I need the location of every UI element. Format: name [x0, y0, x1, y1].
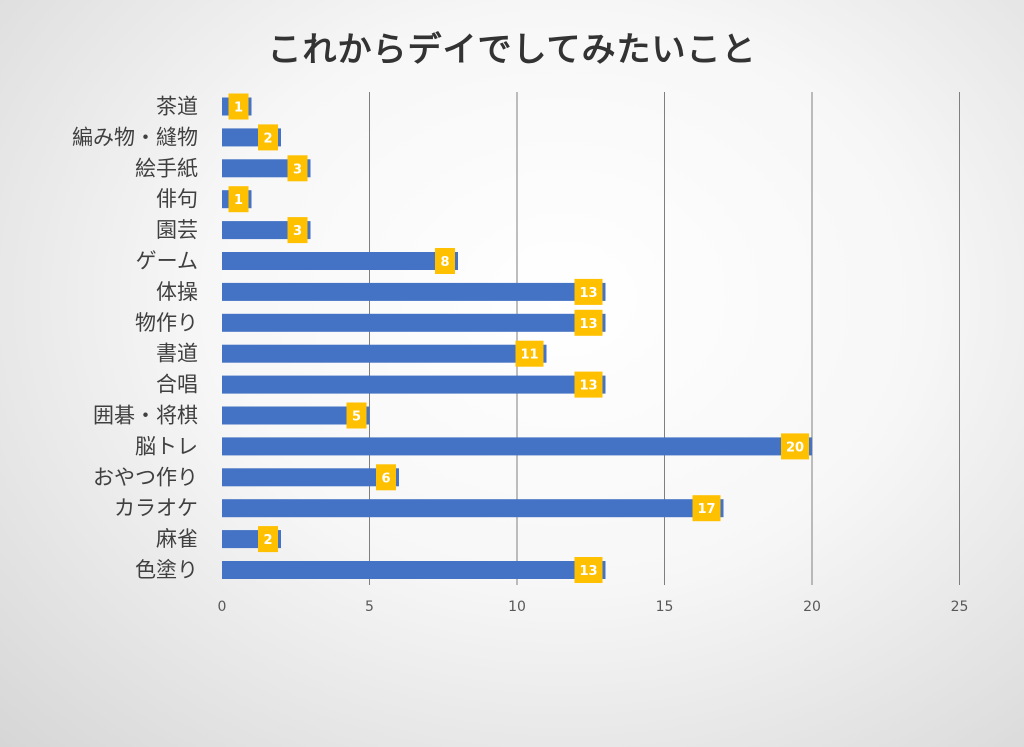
category-label: 編み物・縫物	[72, 125, 198, 149]
data-label-box	[376, 464, 396, 491]
data-label: 13	[579, 286, 597, 301]
bar	[222, 499, 724, 518]
chart-title: これからデイでしてみたいこと	[267, 30, 757, 70]
data-label: 2	[263, 131, 272, 146]
category-label: ゲーム	[136, 249, 198, 273]
x-tick-label: 25	[951, 599, 969, 615]
data-label-box	[574, 309, 603, 336]
data-label-box	[228, 186, 249, 213]
category-label: 色塗り	[135, 558, 198, 582]
data-label-box	[258, 124, 278, 151]
data-label: 3	[293, 224, 302, 239]
bar	[222, 468, 399, 487]
data-label: 1	[234, 193, 243, 208]
data-label: 17	[697, 502, 715, 517]
category-label: 麻雀	[156, 527, 198, 551]
category-label: 園芸	[156, 218, 198, 242]
category-label: 合唱	[156, 373, 198, 397]
data-label: 13	[579, 379, 597, 394]
x-tick-label: 20	[803, 599, 821, 615]
data-label-box	[228, 93, 249, 120]
x-tick-label: 5	[365, 599, 374, 615]
category-label: 茶道	[156, 95, 198, 119]
data-label: 1	[234, 101, 243, 116]
data-label: 13	[579, 564, 597, 579]
data-label: 11	[520, 348, 538, 363]
category-label: 脳トレ	[135, 434, 198, 458]
x-tick-label: 0	[218, 599, 227, 615]
bar	[222, 344, 547, 363]
data-label-box	[287, 217, 308, 244]
data-label: 6	[381, 471, 390, 486]
data-label: 20	[786, 440, 804, 455]
data-label-box	[435, 248, 455, 274]
data-label: 13	[579, 317, 597, 332]
category-label: 物作り	[135, 311, 198, 335]
data-label-box	[574, 278, 603, 305]
x-tick-label: 10	[508, 599, 526, 615]
bar	[222, 313, 606, 332]
data-label-box	[258, 526, 278, 553]
bar	[222, 252, 458, 270]
data-label: 5	[352, 410, 361, 425]
x-tick-label: 15	[656, 599, 674, 615]
category-label: 書道	[156, 342, 198, 366]
data-label: 2	[263, 533, 272, 548]
data-label-box	[574, 557, 603, 583]
category-label: カラオケ	[114, 496, 198, 520]
bar	[222, 406, 370, 425]
data-label-box	[692, 495, 721, 522]
category-label: 絵手紙	[135, 156, 198, 180]
bar	[222, 561, 606, 579]
data-label: 3	[293, 162, 302, 177]
data-label-box	[346, 402, 367, 429]
category-label: 囲碁・将棋	[93, 404, 198, 428]
data-label: 8	[440, 255, 449, 270]
bar	[222, 282, 606, 301]
category-label: 体操	[156, 280, 198, 304]
data-label-box	[574, 371, 603, 398]
data-label-box	[287, 155, 308, 182]
bar	[222, 437, 812, 456]
bar	[222, 375, 606, 394]
category-label: 俳句	[156, 187, 198, 211]
data-label-box	[781, 433, 809, 460]
category-label: おやつ作り	[93, 465, 198, 489]
data-label-box	[515, 340, 544, 367]
